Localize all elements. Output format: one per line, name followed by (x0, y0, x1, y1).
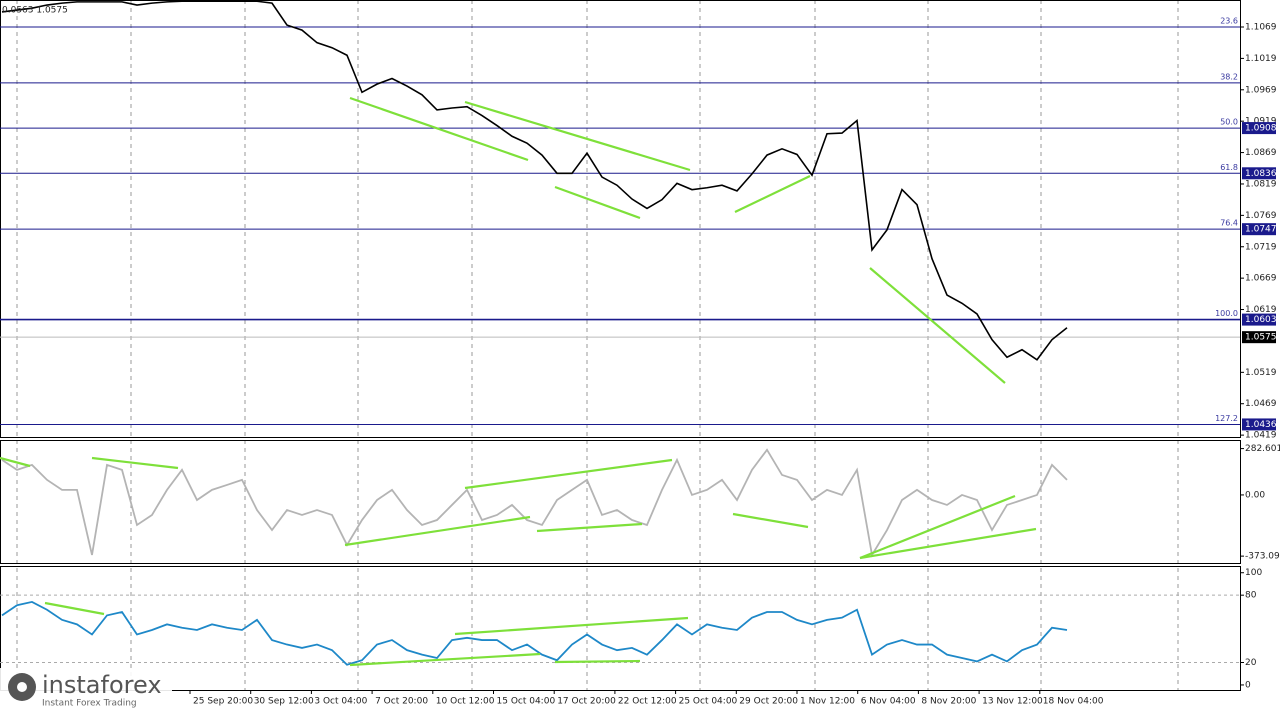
x-tick-label: 13 Nov 12:00 (982, 697, 1043, 707)
trend-lines (0, 96, 1037, 667)
price-box-label: 1.0603 (1245, 315, 1277, 325)
fib-label: 38.2 (1220, 72, 1238, 81)
price-box-label: 1.0836 (1245, 169, 1277, 179)
x-tick-label: 6 Nov 04:00 (861, 697, 916, 707)
y-tick-label: 1.0519 (1245, 368, 1277, 378)
price-box (1242, 223, 1276, 236)
y-tick-label: 1.0469 (1245, 399, 1277, 409)
y-tick-label: 0.00 (1245, 490, 1265, 500)
price-box-label: 1.0908 (1245, 124, 1277, 134)
logo-name: instaforex (42, 671, 162, 699)
y-tick-label: 1.0419 (1245, 431, 1277, 441)
panel-frames (0, 0, 1241, 691)
x-tick-label: 17 Oct 20:00 (557, 697, 616, 707)
y-tick-label: 0 (1245, 680, 1251, 690)
fib-label: 127.2 (1215, 414, 1238, 423)
vertical-grid (16, 0, 1179, 690)
y-tick-label: 1.0869 (1245, 148, 1277, 158)
y-tick-label: 1.0769 (1245, 211, 1277, 221)
y-tick-label: 1.1069 (1245, 22, 1277, 32)
price-box (1242, 313, 1276, 326)
price-box (1242, 122, 1276, 135)
series-line (1, 448, 1068, 558)
y-tick-label: 80 (1245, 591, 1257, 601)
x-tick-label: 8 Nov 20:00 (921, 697, 976, 707)
fib-label: 23.6 (1220, 16, 1238, 25)
x-tick-label: 22 Oct 12:00 (618, 697, 677, 707)
logo-tagline: Instant Forex Trading (42, 699, 137, 709)
y-tick-label: 1.1019 (1245, 54, 1277, 64)
fib-label: 100.0 (1215, 309, 1238, 318)
x-tick-label: 30 Sep 12:00 (254, 697, 314, 707)
series-line (1, 0, 1068, 361)
fib-label: 50.0 (1220, 118, 1238, 127)
price-box (1242, 418, 1276, 431)
fib-label: 76.4 (1220, 219, 1238, 228)
y-tick-label: 1.0819 (1245, 179, 1277, 189)
x-tick-label: 25 Oct 04:00 (679, 697, 738, 707)
x-tick-label: 1 Nov 12:00 (800, 697, 855, 707)
x-tick-label: 3 Oct 04:00 (314, 697, 367, 707)
x-tick-label: 7 Oct 20:00 (375, 697, 428, 707)
header-text: 0.0563 1.0575 (2, 6, 68, 16)
y-tick-label: 1.0919 (1245, 117, 1277, 127)
price-box-label: 1.0747 (1245, 225, 1277, 235)
x-tick-label: 18 Nov 04:00 (1043, 697, 1104, 707)
price-box (1242, 167, 1276, 180)
price-box-label: 1.0436 (1245, 420, 1277, 430)
y-tick-label: 20 (1245, 658, 1257, 668)
y-tick-label: -373.0978 (1245, 552, 1280, 562)
x-tick-label: 15 Oct 04:00 (497, 697, 556, 707)
y-tick-label: 1.0669 (1245, 274, 1277, 284)
y-tick-label: 1.0619 (1245, 305, 1277, 315)
y-tick-label: 1.0969 (1245, 85, 1277, 95)
current-price-label: 1.0575 (1245, 333, 1277, 343)
current-price-box (1242, 331, 1276, 344)
x-tick-label: 29 Oct 20:00 (739, 697, 798, 707)
fib-label: 61.8 (1220, 163, 1238, 172)
y-tick-label: 1.0719 (1245, 242, 1277, 252)
x-tick-label: 25 Sep 20:00 (193, 697, 253, 707)
logo: instaforex Instant Forex Trading (0, 668, 172, 711)
y-tick-label: 100 (1245, 568, 1262, 578)
y-tick-label: 282.6012 (1245, 444, 1280, 454)
x-tick-label: 10 Oct 12:00 (436, 697, 495, 707)
series-line (1, 600, 1068, 666)
